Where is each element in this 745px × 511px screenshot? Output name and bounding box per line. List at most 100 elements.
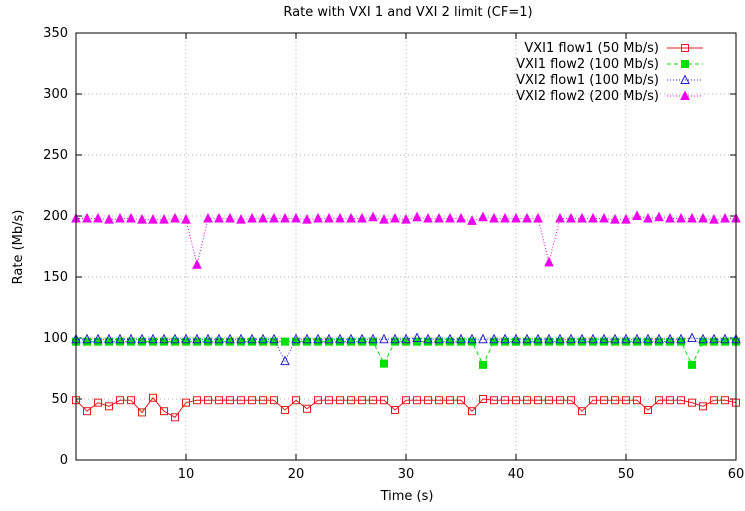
data-point: [269, 333, 279, 344]
data-point: [720, 333, 730, 344]
data-point: [665, 333, 675, 344]
data-point: [446, 396, 454, 405]
data-point: [390, 212, 400, 223]
data-point: [676, 212, 686, 223]
data-point: [193, 396, 201, 405]
data-point: [171, 413, 179, 422]
series-layer: [71, 210, 741, 422]
data-point: [600, 396, 608, 405]
data-point: [335, 333, 345, 344]
data-point: [545, 396, 553, 405]
data-point: [500, 333, 510, 344]
data-point: [126, 212, 136, 223]
data-point: [643, 333, 653, 344]
data-point: [259, 396, 267, 405]
data-point: [391, 405, 399, 414]
data-point: [566, 212, 576, 223]
data-point: [302, 333, 312, 344]
data-point: [248, 396, 256, 405]
data-point: [633, 396, 641, 405]
data-point: [368, 333, 378, 344]
data-point: [467, 215, 477, 225]
data-point: [424, 396, 432, 405]
data-point: [533, 333, 543, 344]
data-point: [687, 332, 697, 342]
y-tick-label: 100: [43, 331, 68, 346]
data-point: [204, 396, 212, 405]
data-point: [555, 333, 565, 344]
data-point: [522, 333, 532, 344]
data-point: [468, 407, 476, 416]
data-point: [170, 212, 180, 223]
data-point: [467, 333, 477, 344]
data-point: [412, 211, 422, 222]
data-point: [588, 212, 598, 223]
data-point: [379, 214, 389, 224]
legend-label: VXI1 flow1 (50 Mb/s): [524, 41, 659, 56]
data-point: [567, 396, 575, 405]
data-point: [434, 212, 444, 223]
data-point: [192, 333, 202, 344]
data-point: [401, 214, 411, 224]
data-point: [588, 333, 598, 344]
data-point: [490, 396, 498, 405]
data-point: [126, 333, 136, 344]
data-point: [456, 212, 466, 223]
data-point: [313, 212, 323, 223]
data-point: [456, 333, 466, 344]
data-point: [523, 396, 531, 405]
data-point: [369, 396, 377, 405]
data-point: [269, 212, 279, 223]
data-point: [681, 60, 689, 68]
data-point: [577, 333, 587, 344]
data-point: [632, 210, 642, 220]
data-point: [380, 359, 388, 368]
data-point: [214, 333, 224, 344]
data-point: [137, 214, 147, 224]
data-point: [479, 395, 487, 403]
legend-label: VXI2 flow2 (200 Mb/s): [516, 89, 659, 104]
y-axis-title: Rate (Mb/s): [11, 210, 26, 285]
data-point: [698, 333, 708, 344]
data-point: [357, 212, 367, 223]
data-point: [302, 214, 312, 224]
data-point: [192, 259, 202, 269]
data-point: [225, 333, 235, 344]
data-point: [489, 212, 499, 223]
data-point: [709, 333, 719, 344]
data-point: [644, 405, 652, 414]
data-point: [534, 396, 542, 405]
data-point: [709, 214, 719, 224]
data-point: [313, 333, 323, 344]
data-point: [688, 360, 696, 369]
data-point: [270, 396, 278, 405]
data-point: [82, 333, 92, 344]
data-point: [544, 333, 554, 344]
data-point: [511, 212, 521, 223]
data-point: [214, 212, 224, 223]
data-point: [292, 396, 300, 405]
data-point: [291, 212, 301, 223]
data-point: [390, 333, 400, 344]
data-point: [281, 337, 289, 346]
data-point: [566, 333, 576, 344]
x-tick-label: 60: [728, 467, 745, 482]
data-point: [457, 396, 465, 405]
data-point: [687, 212, 697, 223]
data-point: [688, 398, 696, 407]
data-point: [654, 333, 664, 344]
data-point: [181, 333, 191, 344]
data-point: [357, 333, 367, 344]
data-point: [159, 214, 169, 224]
legend-label: VXI1 flow2 (100 Mb/s): [516, 57, 659, 72]
data-point: [236, 214, 246, 224]
data-point: [258, 333, 268, 344]
data-point: [215, 396, 223, 405]
data-point: [677, 396, 685, 405]
series-1: [72, 393, 740, 422]
data-point: [423, 333, 433, 344]
data-point: [93, 333, 103, 344]
data-point: [423, 212, 433, 223]
data-point: [346, 333, 356, 344]
